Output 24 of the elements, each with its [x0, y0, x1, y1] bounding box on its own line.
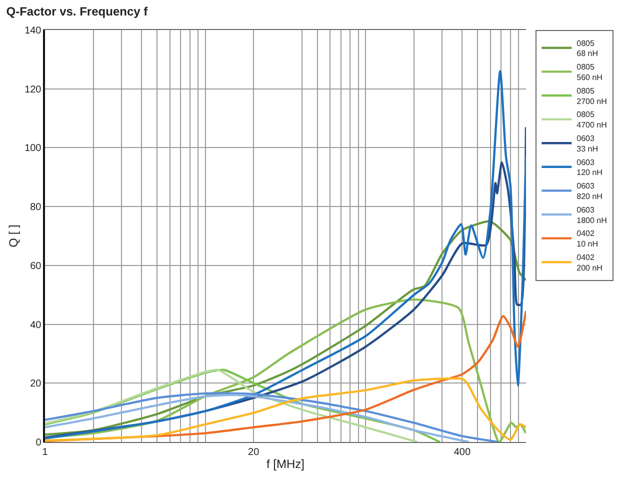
- y-tick-label: 20: [30, 378, 42, 390]
- legend-label: 0805 2700 nH: [576, 86, 608, 106]
- y-tick-label: 0: [36, 438, 42, 448]
- x-tick-label: 400: [454, 447, 471, 458]
- legend-label: 0805 68 nH: [576, 38, 598, 58]
- legend-label: 0603 1800 nH: [576, 205, 608, 225]
- legend-label: 0805 560 nH: [576, 62, 603, 82]
- x-axis-title: f [MHz]: [266, 456, 304, 471]
- y-tick-label: 60: [30, 260, 42, 272]
- legend-label: 0603 820 nH: [576, 182, 603, 202]
- y-tick-label: 100: [24, 143, 42, 154]
- legend-label: 0402 200 nH: [576, 253, 603, 272]
- y-tick-label: 120: [24, 84, 42, 96]
- legend-label: 0603 33 nH: [576, 134, 598, 154]
- y-tick-label: 80: [30, 202, 42, 214]
- x-tick-label: 1: [42, 447, 48, 458]
- legend-label: 0805 4700 nH: [576, 110, 608, 130]
- legend-label: 0603 120 nH: [576, 158, 603, 178]
- y-tick-label: 40: [30, 320, 42, 331]
- chart-title: Q-Factor vs. Frequency f: [6, 4, 149, 19]
- y-axis-title: Q [ ]: [6, 224, 20, 248]
- legend-label: 0402 10 nH: [576, 229, 598, 249]
- x-tick-label: 20: [248, 447, 260, 458]
- y-tick-label: 140: [24, 26, 42, 36]
